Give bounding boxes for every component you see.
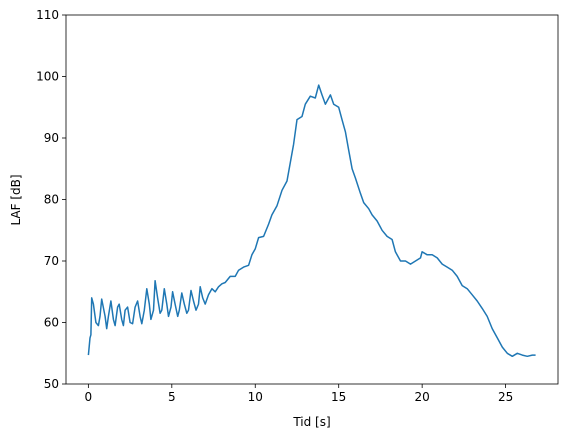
y-tick-label: 70 <box>44 254 59 268</box>
y-tick-label: 90 <box>44 131 59 145</box>
y-tick-label: 100 <box>36 70 59 84</box>
data-line <box>87 84 536 358</box>
x-tick-label: 5 <box>168 390 176 404</box>
y-tick-label: 110 <box>36 8 59 22</box>
y-tick-label: 50 <box>44 377 59 391</box>
x-axis-label: Tid [s] <box>292 415 330 429</box>
y-tick-label: 60 <box>44 316 59 330</box>
y-tick-label: 80 <box>44 193 59 207</box>
x-tick-label: 15 <box>331 390 346 404</box>
x-tick-label: 10 <box>248 390 263 404</box>
x-tick-label: 25 <box>498 390 513 404</box>
plot-frame <box>65 14 559 385</box>
y-axis-label: LAF [dB] <box>9 174 23 225</box>
x-tick-label: 0 <box>85 390 93 404</box>
x-tick-label: 20 <box>415 390 430 404</box>
